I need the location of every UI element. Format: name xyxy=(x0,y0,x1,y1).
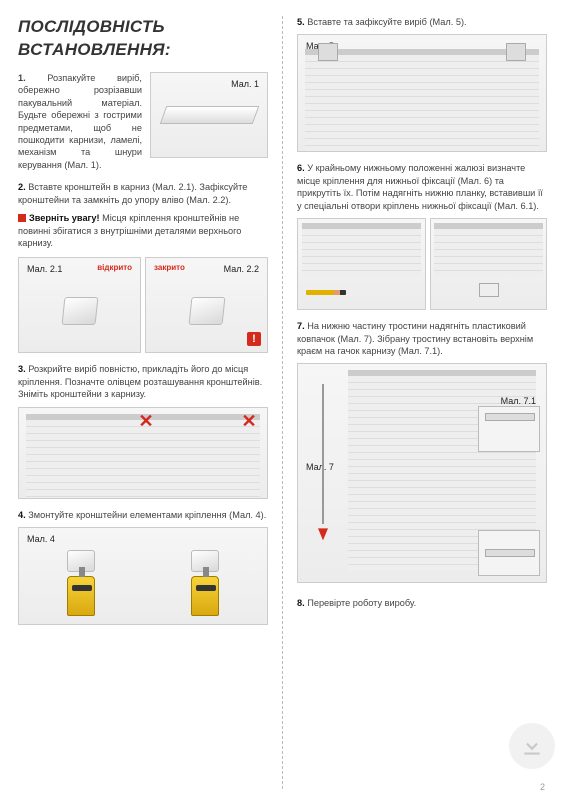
instruction-page: ПОСЛІДОВНІСТЬ ВСТАНОВЛЕННЯ: 1. Розпакуйт… xyxy=(0,0,565,799)
figure-3: Мал. 3 ✕ ✕ xyxy=(18,407,268,499)
figure-2-pair: Мал. 2.1 відкрито закрито Мал. 2.2 ! xyxy=(18,257,268,353)
drill-icon xyxy=(191,576,219,616)
blinds-graphic xyxy=(305,49,538,152)
warning-icon xyxy=(18,214,26,222)
step5-number: 5. xyxy=(297,17,305,27)
clip-graphic xyxy=(479,283,499,297)
step2-warn-bold: Зверніть увагу! xyxy=(29,213,100,223)
step1-text: 1. Розпакуйте виріб, обережно розрізавши… xyxy=(18,72,142,171)
pencil-icon xyxy=(306,290,346,295)
step6-number: 6. xyxy=(297,163,305,173)
bracket-graphic xyxy=(506,43,526,61)
step4-number: 4. xyxy=(18,510,26,520)
figure-6: Мал. 6 xyxy=(297,218,426,310)
figure-6-pair: Мал. 6 Мал. 6.1 xyxy=(297,218,547,310)
figure-2-2: закрито Мал. 2.2 ! xyxy=(145,257,268,353)
step4-body: Змонтуйте кронштейни елементами кріпленн… xyxy=(26,510,267,520)
left-column: ПОСЛІДОВНІСТЬ ВСТАНОВЛЕННЯ: 1. Розпакуйт… xyxy=(18,16,282,789)
drill-set xyxy=(67,550,95,616)
bracket-graphic xyxy=(61,297,98,325)
wand-graphic xyxy=(322,384,324,524)
alert-badge: ! xyxy=(247,332,261,346)
step2-number: 2. xyxy=(18,182,26,192)
step4-text: 4. Змонтуйте кронштейни елементами кріпл… xyxy=(18,509,268,521)
cross-icon: ✕ xyxy=(138,414,154,430)
step5-body: Вставте та зафіксуйте виріб (Мал. 5). xyxy=(305,17,467,27)
cross-icon: ✕ xyxy=(241,414,257,430)
step1-body: Розпакуйте виріб, обережно розрізавши па… xyxy=(18,73,142,170)
figure-6-1: Мал. 6.1 xyxy=(430,218,547,310)
step7-text: 7. На нижню частину тростини надягніть п… xyxy=(297,320,547,357)
rail-graphic xyxy=(485,413,535,421)
step3-body: Розкрийте виріб повністю, прикладіть йог… xyxy=(18,364,262,399)
step2-body: Вставте кронштейн в карниз (Мал. 2.1). З… xyxy=(18,182,247,204)
figure-2-1: Мал. 2.1 відкрито xyxy=(18,257,141,353)
wand-cap-icon xyxy=(318,528,328,540)
figure-2-2-label: Мал. 2.2 xyxy=(222,262,261,276)
blinds-graphic xyxy=(434,223,542,277)
step8-body: Перевірте роботу виробу. xyxy=(305,598,416,608)
step3-text: 3. Розкрийте виріб повністю, прикладіть … xyxy=(18,363,268,400)
figure-2-2-closed: закрито xyxy=(152,262,187,275)
figure-4-label: Мал. 4 xyxy=(25,532,57,546)
step1-number: 1. xyxy=(18,73,26,83)
figure-4: Мал. 4 xyxy=(18,527,268,625)
rail-graphic xyxy=(159,106,258,124)
rail-graphic xyxy=(485,549,535,557)
figure-7-label: Мал. 7 xyxy=(304,460,336,474)
figure-5: Мал. 5 xyxy=(297,34,547,152)
step7-number: 7. xyxy=(297,321,305,331)
step5-text: 5. Вставте та зафіксуйте виріб (Мал. 5). xyxy=(297,16,547,28)
bracket-graphic xyxy=(188,297,225,325)
step6-text: 6. У крайньому нижньому положенні жалюзі… xyxy=(297,162,547,212)
page-number: 2 xyxy=(540,781,545,793)
step6-body: У крайньому нижньому положенні жалюзі ви… xyxy=(297,163,543,210)
figure-7-1-inset xyxy=(478,406,540,452)
page-title: ПОСЛІДОВНІСТЬ ВСТАНОВЛЕННЯ: xyxy=(18,16,268,62)
blinds-graphic xyxy=(302,223,421,277)
step8-number: 8. xyxy=(297,598,305,608)
step7-body: На нижню частину тростини надягніть плас… xyxy=(297,321,533,356)
figure-2-1-label: Мал. 2.1 xyxy=(25,262,64,276)
figure-7-inset-bottom xyxy=(478,530,540,576)
drill-set xyxy=(191,550,219,616)
bracket-graphic xyxy=(318,43,338,61)
step3-number: 3. xyxy=(18,364,26,374)
step8-text: 8. Перевірте роботу виробу. xyxy=(297,597,547,609)
drill-icon xyxy=(67,576,95,616)
figure-2-1-open: відкрито xyxy=(95,262,134,275)
step2-text: 2. Вставте кронштейн в карниз (Мал. 2.1)… xyxy=(18,181,268,206)
figure-1-label: Мал. 1 xyxy=(229,77,261,91)
step1-row: 1. Розпакуйте виріб, обережно розрізавши… xyxy=(18,72,268,171)
right-column: 5. Вставте та зафіксуйте виріб (Мал. 5).… xyxy=(283,16,547,789)
figure-7: Мал. 7 Мал. 7.1 xyxy=(297,363,547,583)
figure-1: Мал. 1 xyxy=(150,72,268,158)
step2-warning: Зверніть увагу! Місця кріплення кронштей… xyxy=(18,212,268,249)
